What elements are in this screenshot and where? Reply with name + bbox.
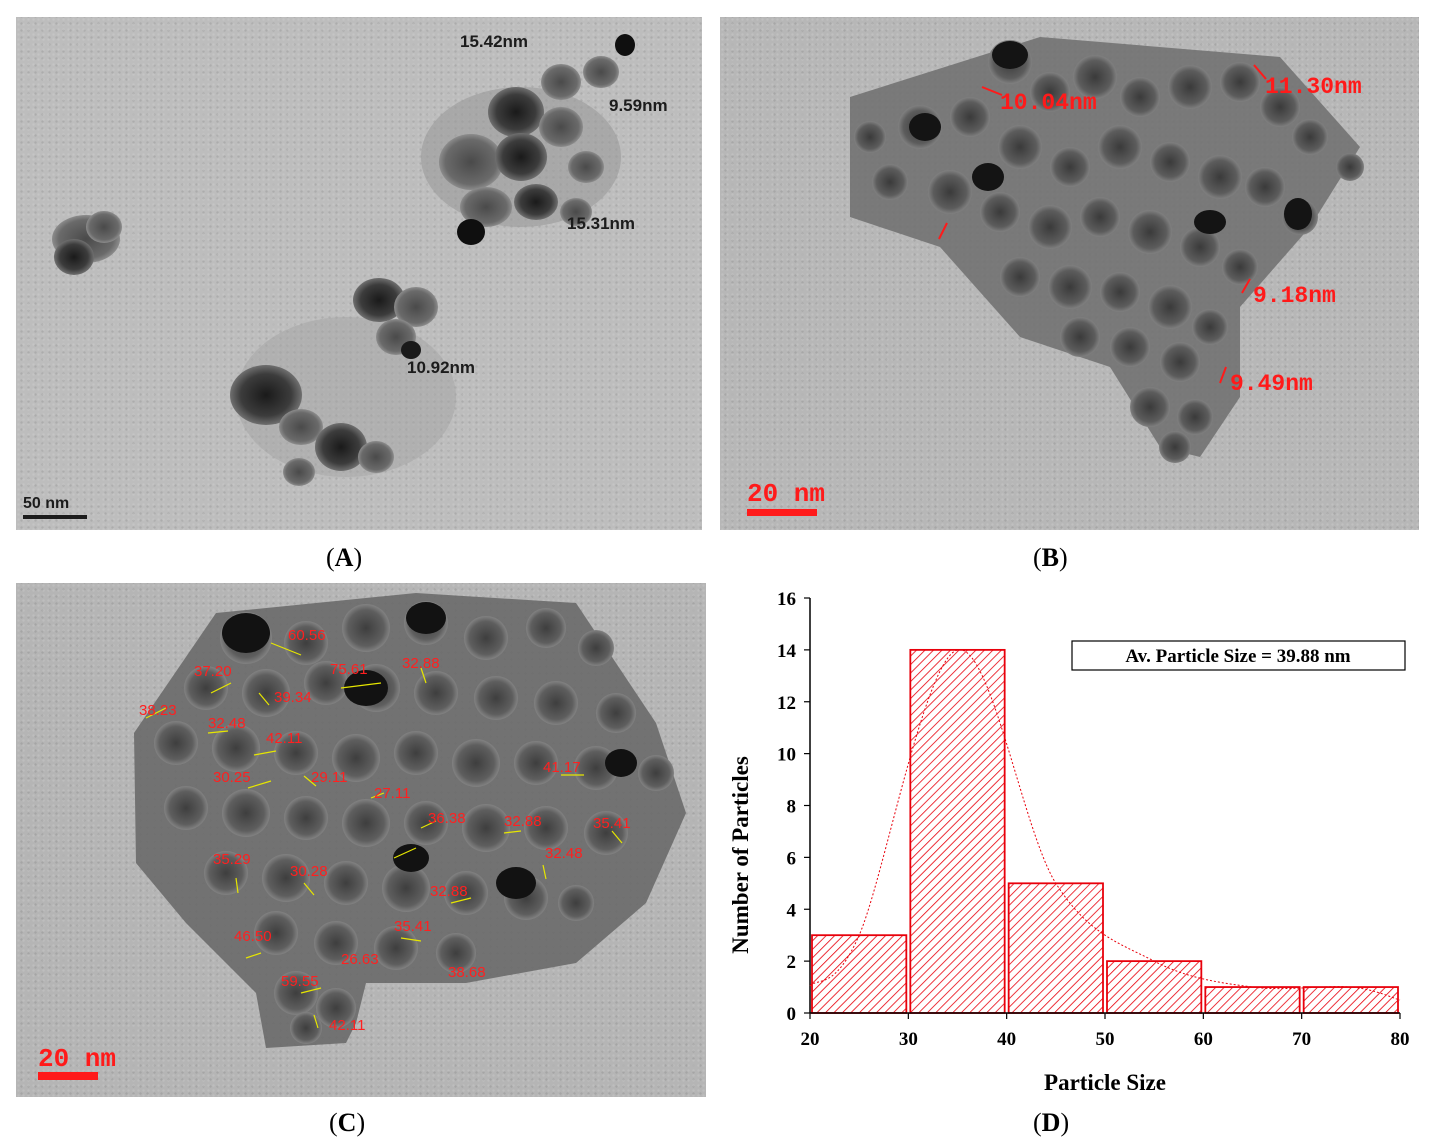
size-label: 32.88 <box>504 813 542 830</box>
histogram-bar <box>1204 986 1301 1014</box>
size-label: 37.20 <box>194 663 232 680</box>
tem-image-a: 15.42nm 9.59nm 15.31nm 10.92nm 50 nm <box>16 17 702 530</box>
legend-box: Av. Particle Size = 39.88 nm <box>1071 640 1406 671</box>
size-label: 35.41 <box>394 918 432 935</box>
y-tick-label: 8 <box>787 797 797 818</box>
size-label: 46.50 <box>234 928 272 945</box>
tem-particles-b <box>850 37 1364 463</box>
x-tick-label: 20 <box>801 1029 820 1050</box>
size-label: 32.48 <box>545 845 583 862</box>
size-label: 15.42nm <box>460 32 529 51</box>
x-tick-label: 30 <box>899 1029 918 1050</box>
x-tick-label: 80 <box>1391 1029 1410 1050</box>
average-size-annotation: Av. Particle Size = 39.88 nm <box>1125 646 1350 667</box>
size-label: 60.56 <box>288 627 326 644</box>
particle-size-histogram: 20 30 40 50 60 70 80 0 2 4 6 8 10 12 14 16 Av. Particle… <box>720 583 1420 1098</box>
size-label: 10.04nm <box>1000 90 1097 116</box>
size-label: 9.59nm <box>609 96 668 115</box>
histogram-bar <box>1302 986 1399 1014</box>
size-label: 42.11 <box>329 1017 366 1034</box>
scale-bar-label: 20 nm <box>747 479 826 509</box>
size-label: 29.11 <box>311 769 348 786</box>
y-tick-label: 6 <box>787 848 797 869</box>
y-tick-label: 16 <box>777 589 796 610</box>
size-label: 32.88 <box>430 883 468 900</box>
size-label: 75.61 <box>330 661 368 678</box>
size-label: 38.23 <box>139 702 177 719</box>
histogram-bar <box>811 934 908 1014</box>
size-label: 32.48 <box>208 715 246 732</box>
size-label: 32.88 <box>402 655 440 672</box>
panel-caption-b: (B) <box>1033 543 1068 572</box>
size-label: 35.29 <box>213 851 251 868</box>
tem-particles-a <box>52 34 635 486</box>
scale-bar-b: 20 nm <box>747 479 825 516</box>
histogram-bar <box>1007 882 1104 1014</box>
size-label: 30.28 <box>290 863 328 880</box>
panel-caption-d: (D) <box>1033 1108 1070 1137</box>
size-label: 11.30nm <box>1265 74 1362 100</box>
scale-bar-label: 50 nm <box>23 495 70 512</box>
scale-bar-c: 20 nm <box>38 1044 116 1080</box>
size-label: 59.55 <box>281 973 319 990</box>
x-tick-label: 60 <box>1194 1029 1213 1050</box>
size-label: 38.68 <box>448 964 486 981</box>
y-tick-label: 12 <box>777 693 796 714</box>
panel-caption-a: (A) <box>326 543 363 572</box>
size-label: 9.18nm <box>1253 283 1336 309</box>
size-label: 9.49nm <box>1230 371 1313 397</box>
size-label: 30.25 <box>213 769 251 786</box>
size-label: 15.31nm <box>567 214 636 233</box>
size-label: 27.11 <box>374 785 411 802</box>
size-label: 10.92nm <box>407 358 476 377</box>
panel-caption-c: (C) <box>329 1108 366 1137</box>
size-label: 42.11 <box>266 730 303 747</box>
scale-bar-a: 50 nm <box>23 495 87 519</box>
tem-image-c: 60.56 37.20 75.61 32.88 38.23 39.34 32.4… <box>16 583 706 1097</box>
y-axis-title: Number of Particles <box>728 756 753 954</box>
y-tick-label: 0 <box>787 1004 797 1025</box>
histogram-bar <box>1106 960 1203 1014</box>
y-tick-label: 10 <box>777 745 796 766</box>
tem-image-b: 10.04nm 11.30nm 9.18nm 9.49nm 20 nm <box>720 17 1419 530</box>
histogram-bar <box>909 648 1006 1014</box>
size-label: 35.41 <box>593 815 631 832</box>
scale-bar-label: 20 nm <box>38 1044 117 1074</box>
x-tick-label: 40 <box>997 1029 1016 1050</box>
x-tick-label: 70 <box>1292 1029 1311 1050</box>
tem-particles-c <box>134 593 686 1048</box>
size-label: 39.34 <box>274 689 312 706</box>
y-tick-label: 14 <box>777 641 797 662</box>
y-tick-label: 4 <box>787 900 797 921</box>
x-tick-label: 50 <box>1096 1029 1115 1050</box>
y-tick-label: 2 <box>787 952 797 973</box>
x-axis-title: Particle Size <box>1044 1070 1166 1095</box>
size-label: 41.17 <box>543 759 581 776</box>
size-label: 26.63 <box>341 951 379 968</box>
size-label: 36.38 <box>428 810 466 827</box>
fit-curve <box>809 649 1401 1001</box>
